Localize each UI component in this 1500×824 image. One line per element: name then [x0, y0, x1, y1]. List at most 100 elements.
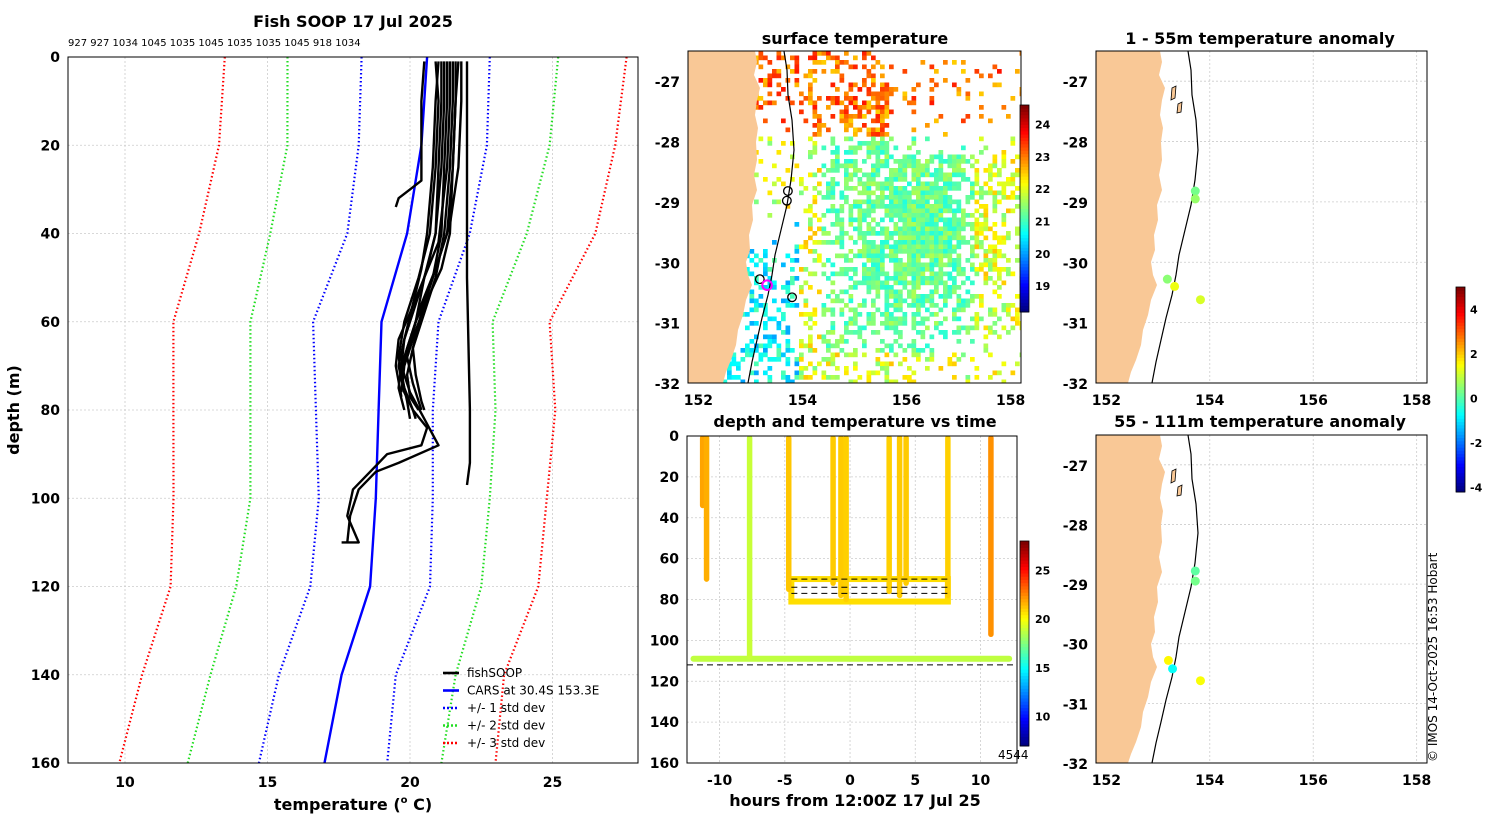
surface-colorbar-step: [1020, 244, 1029, 248]
surface-pixel: [920, 195, 926, 200]
surface-pixel: [871, 370, 876, 376]
surface-pixel: [745, 352, 750, 358]
surface-pixel: [862, 339, 867, 344]
anomaly-point: [1162, 274, 1172, 284]
surface-pixel: [907, 249, 912, 254]
surface-pixel: [889, 285, 894, 290]
surface-pixel: [1019, 321, 1021, 326]
surface-colorbar-step: [1020, 299, 1029, 303]
surface-pixel: [767, 267, 773, 272]
surface-pixel: [758, 294, 764, 299]
surface-pixel: [992, 190, 998, 196]
surface-pixel: [956, 91, 962, 97]
surface-pixel: [1015, 154, 1020, 160]
surface-pixel: [889, 172, 894, 178]
surface-pixel: [839, 114, 845, 119]
surface-pixel: [916, 271, 921, 277]
surface-pixel: [817, 334, 822, 340]
surface-pixel: [884, 145, 890, 151]
surface-pixel: [938, 249, 944, 254]
dt-colorbar-step: [1020, 678, 1029, 683]
surface-pixel: [956, 181, 962, 187]
surface-pixel: [902, 321, 908, 326]
surface-pixel: [992, 249, 998, 254]
surface-pixel: [830, 280, 836, 286]
surface-pixel: [907, 208, 912, 214]
surface-pixel: [749, 249, 755, 254]
legend-label: +/- 2 std dev: [467, 719, 545, 733]
surface-pixel: [925, 186, 930, 191]
surface-pixel: [934, 195, 939, 200]
surface-pixel: [889, 253, 894, 259]
surface-pixel: [853, 168, 858, 173]
anomaly-point: [1163, 655, 1173, 665]
surface-pixel: [839, 348, 845, 353]
surface-pixel: [785, 375, 791, 380]
surface-pixel: [893, 294, 899, 299]
dt-colorbar-label: 25: [1035, 564, 1050, 577]
anomaly-ytick-label: -32: [1063, 377, 1088, 393]
anomaly-colorbar-step: [1456, 373, 1465, 378]
surface-pixel: [785, 330, 791, 335]
surface-pixel: [866, 127, 872, 133]
anomaly-colorbar-step: [1456, 488, 1465, 493]
surface-pixel: [907, 366, 912, 371]
surface-pixel: [929, 303, 935, 308]
surface-pixel: [956, 253, 962, 259]
surface-pixel: [925, 226, 930, 232]
anomaly1-points: [1162, 186, 1205, 305]
surface-pixel: [844, 123, 849, 128]
surface-pixel: [808, 172, 813, 178]
surface-pixel: [880, 195, 885, 200]
surface-pixel: [763, 334, 768, 340]
surface-pixel: [956, 199, 962, 205]
anomaly-colorbar-step: [1456, 338, 1465, 342]
anomaly2-axes-box: [1095, 434, 1428, 764]
surface-pixel: [830, 100, 836, 106]
surface-pixel: [785, 303, 791, 308]
anomaly-colorbar-step: [1456, 376, 1465, 381]
surface-pixel: [880, 64, 885, 70]
surface-pixel: [943, 204, 948, 209]
surface-pixel: [821, 262, 827, 268]
surface-pixel: [983, 348, 989, 353]
profile-panel: Fish SOOP 17 Jul 2025 927 927 1034 1045 …: [4, 12, 639, 814]
surface-pixel: [844, 150, 849, 155]
surface-pixel: [844, 91, 849, 97]
surface-pixel: [857, 127, 863, 133]
surface-pixel: [983, 217, 989, 223]
surface-pixel: [992, 82, 998, 88]
surface-pixel: [767, 100, 773, 106]
surface-pixel: [988, 163, 993, 169]
surface-pixel: [848, 267, 854, 272]
anomaly-colorbar-step: [1456, 408, 1465, 413]
surface-pixel: [785, 379, 791, 383]
surface-pixel: [992, 199, 998, 205]
surface-pixel: [875, 100, 881, 106]
surface-pixel: [893, 298, 899, 304]
surface-pixel: [866, 154, 872, 160]
surface-pixel: [875, 186, 881, 191]
surface-pixel: [911, 276, 917, 281]
surface-pixel: [911, 303, 917, 308]
anomaly-colorbar-step: [1456, 392, 1465, 397]
surface-pixel: [853, 100, 858, 106]
surface-pixel: [808, 87, 813, 92]
surface-pixel: [929, 249, 935, 254]
surface-pixel: [862, 159, 867, 164]
profile-ytick-label: 140: [31, 668, 60, 684]
surface-pixel: [880, 91, 885, 97]
surface-pixel: [1001, 213, 1007, 218]
surface-pixel: [862, 105, 867, 110]
surface-pixel: [965, 298, 971, 304]
surface-pixel: [848, 379, 854, 383]
surface-pixel: [853, 348, 858, 353]
surface-pixel: [938, 271, 944, 277]
surface-pixel: [943, 244, 948, 250]
surface-pixel: [808, 100, 813, 106]
surface-pixel: [857, 325, 863, 331]
anomaly-ytick-label: -30: [1063, 256, 1089, 272]
surface-pixel: [1010, 195, 1016, 200]
anomaly-colorbar-step: [1456, 379, 1465, 384]
